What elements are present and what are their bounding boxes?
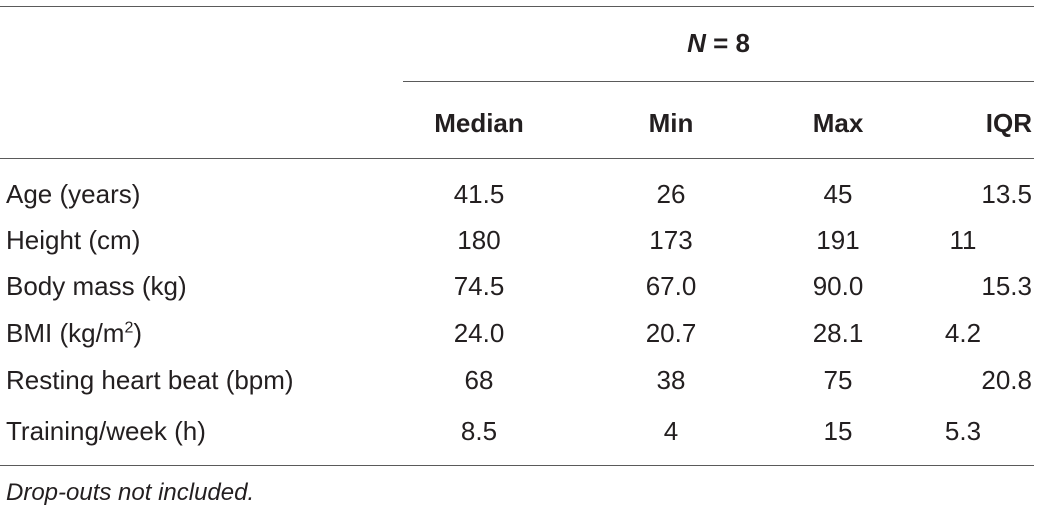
- cell-max: 15: [823, 416, 853, 446]
- cell-iqr: 13.5: [981, 179, 1032, 209]
- row-label: Body mass (kg): [6, 271, 187, 301]
- cell-median: 8.5: [460, 416, 498, 446]
- row-label: Height (cm): [6, 225, 141, 255]
- table-row: Training/week (h) 8.5 4 15 5.3: [0, 408, 1040, 454]
- cell-min: 26: [656, 179, 686, 209]
- cell-max: 90.0: [812, 271, 864, 301]
- row-label: BMI (kg/m2): [6, 310, 142, 356]
- table-row: Body mass (kg) 74.5 67.0 90.0 15.3: [0, 263, 1040, 309]
- column-header-max: Max: [812, 108, 864, 138]
- cell-min: 67.0: [645, 271, 697, 301]
- cell-min: 38: [656, 365, 686, 395]
- cell-iqr: 11: [949, 225, 977, 255]
- row-label-text: BMI (kg/m: [6, 318, 125, 348]
- cell-iqr: 20.8: [981, 365, 1032, 395]
- group-header-value: = 8: [705, 28, 750, 58]
- cell-min: 4: [663, 416, 679, 446]
- cell-max: 45: [823, 179, 853, 209]
- table-bottom-rule: [0, 465, 1034, 466]
- table-footnote: Drop-outs not included.: [6, 479, 255, 506]
- cell-min: 20.7: [645, 318, 697, 348]
- group-header-symbol: N: [687, 28, 706, 58]
- row-label: Training/week (h): [6, 416, 206, 446]
- column-header-median: Median: [434, 108, 524, 138]
- group-header: N = 8: [403, 28, 1034, 58]
- cell-median: 68: [464, 365, 494, 395]
- cell-median: 24.0: [453, 318, 505, 348]
- cell-min: 173: [649, 225, 693, 255]
- cell-max: 75: [823, 365, 853, 395]
- cell-max: 28.1: [812, 318, 864, 348]
- table-row: Height (cm) 180 173 191 11: [0, 217, 1040, 263]
- table-row: Resting heart beat (bpm) 68 38 75 20.8: [0, 357, 1040, 403]
- table-row: BMI (kg/m2) 24.0 20.7 28.1 4.2: [0, 310, 1040, 356]
- table-top-rule: [0, 6, 1034, 7]
- cell-median: 41.5: [453, 179, 505, 209]
- cell-iqr: 5.3: [944, 416, 982, 446]
- column-header-iqr: IQR: [985, 108, 1032, 138]
- cell-iqr: 15.3: [981, 271, 1032, 301]
- row-label: Age (years): [6, 179, 141, 209]
- row-label-text-end: ): [133, 318, 143, 348]
- table-row: Age (years) 41.5 26 45 13.5: [0, 171, 1040, 217]
- header-rule: [0, 158, 1034, 159]
- cell-iqr: 4.2: [944, 318, 982, 348]
- cell-median: 74.5: [453, 271, 505, 301]
- row-label: Resting heart beat (bpm): [6, 365, 294, 395]
- row-label-superscript: 2: [124, 319, 134, 337]
- cell-max: 191: [816, 225, 860, 255]
- cell-median: 180: [457, 225, 501, 255]
- group-header-rule: [403, 81, 1034, 82]
- column-header-min: Min: [648, 108, 694, 138]
